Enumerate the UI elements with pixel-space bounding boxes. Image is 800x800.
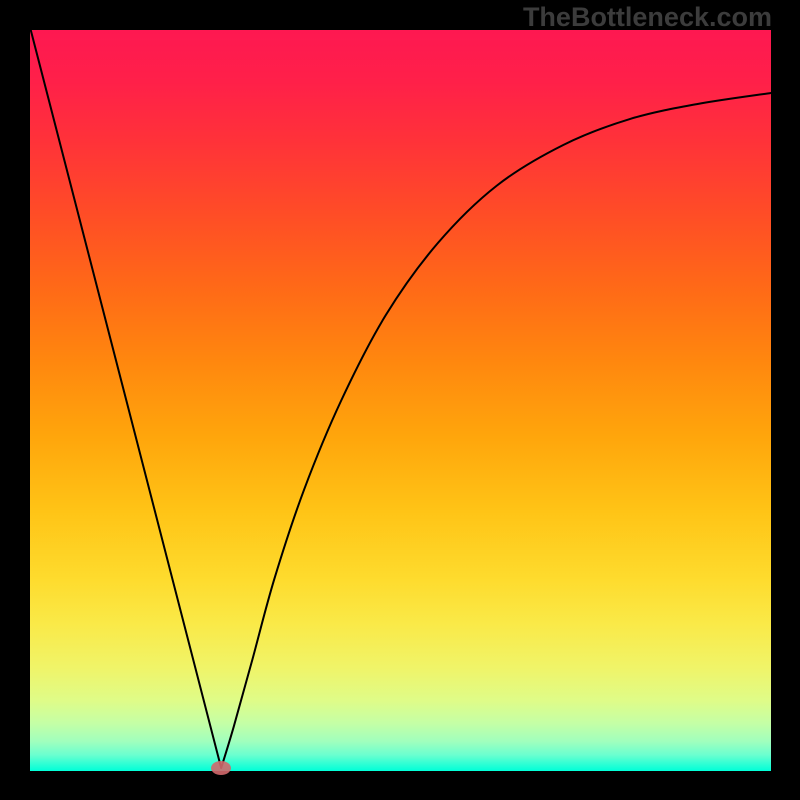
plot-area	[30, 30, 771, 771]
curve-layer	[30, 30, 771, 771]
chart-stage: TheBottleneck.com	[0, 0, 800, 800]
watermark-text: TheBottleneck.com	[523, 2, 772, 33]
bottleneck-curve	[31, 30, 771, 768]
min-marker	[211, 761, 231, 775]
